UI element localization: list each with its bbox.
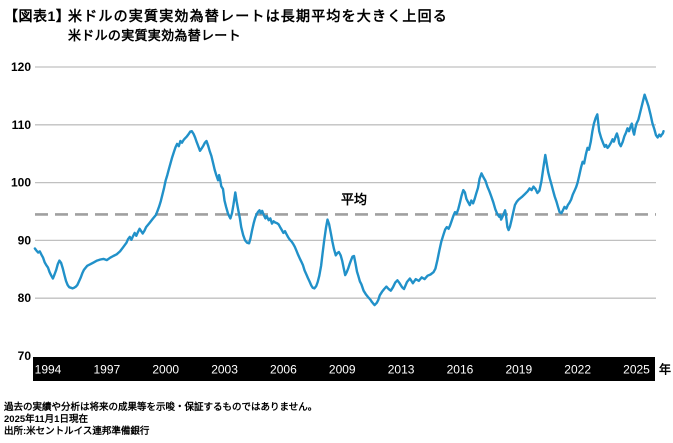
footer-notes: 過去の実績や分析は将来の成果等を示唆・保証するものではありません。 2025年1…	[4, 402, 317, 438]
figure-subtitle: 米ドルの実質実効為替レート	[68, 28, 241, 43]
x-tick-label: 2003	[211, 363, 238, 377]
y-tick-label: 80	[18, 291, 32, 305]
x-axis-band	[33, 357, 655, 381]
as-of-date: 2025年11月1日現在	[4, 414, 88, 425]
disclaimer-text: 過去の実績や分析は将来の成果等を示唆・保証するものではありません。	[4, 402, 318, 413]
x-tick-label: 1994	[35, 363, 62, 377]
x-tick-label: 2000	[152, 363, 179, 377]
average-label: 平均	[341, 192, 367, 207]
x-tick-label: 2019	[505, 363, 532, 377]
x-tick-label: 2025	[623, 363, 650, 377]
y-tick-label: 110	[12, 118, 32, 132]
figure-number-label: 【図表1】	[4, 8, 71, 24]
source-text: 出所:米セントルイス連邦準備銀行	[4, 426, 150, 437]
y-tick-label: 70	[18, 349, 32, 363]
x-tick-label: 2022	[564, 363, 591, 377]
data-line-usd-reer	[33, 93, 665, 307]
x-axis-unit-label: 年	[659, 362, 671, 377]
y-tick-label: 120	[11, 60, 31, 74]
x-tick-label: 2006	[270, 363, 297, 377]
figure-title: 米ドルの実質実効為替レートは長期平均を大きく上回る	[68, 8, 448, 24]
x-tick-label: 2009	[329, 363, 356, 377]
y-tick-label: 90	[18, 233, 32, 247]
x-tick-label: 2016	[447, 363, 474, 377]
x-tick-label: 2013	[388, 363, 415, 377]
y-tick-label: 100	[11, 176, 31, 190]
x-tick-label: 1997	[93, 363, 120, 377]
